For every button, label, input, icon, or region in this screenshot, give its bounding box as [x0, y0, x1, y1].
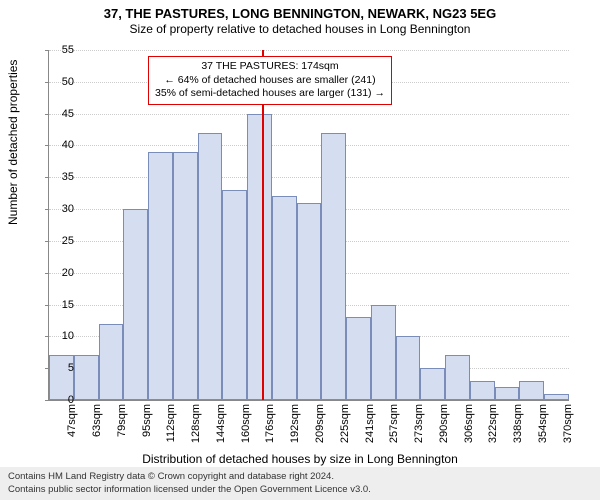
- xtick-label: 47sqm: [66, 404, 78, 452]
- histogram-bar: [544, 394, 569, 400]
- gridline: [49, 114, 569, 115]
- xtick-label: 209sqm: [314, 404, 326, 452]
- xtick-label: 290sqm: [438, 404, 450, 452]
- xtick-label: 306sqm: [463, 404, 475, 452]
- histogram-bar: [74, 355, 99, 400]
- xtick-label: 225sqm: [339, 404, 351, 452]
- ytick-label: 25: [46, 235, 74, 247]
- chart-title-main: 37, THE PASTURES, LONG BENNINGTON, NEWAR…: [0, 0, 600, 21]
- ytick-label: 10: [46, 330, 74, 342]
- xtick-label: 338sqm: [512, 404, 524, 452]
- histogram-bar: [396, 336, 421, 400]
- xtick-label: 370sqm: [562, 404, 574, 452]
- histogram-bar: [222, 190, 247, 400]
- xtick-label: 112sqm: [165, 404, 177, 452]
- xtick-label: 192sqm: [289, 404, 301, 452]
- xtick-label: 354sqm: [537, 404, 549, 452]
- xtick-label: 79sqm: [116, 404, 128, 452]
- histogram-bar: [272, 196, 297, 400]
- ytick-label: 5: [46, 362, 74, 374]
- histogram-bar: [420, 368, 445, 400]
- ytick-label: 20: [46, 267, 74, 279]
- xtick-label: 257sqm: [388, 404, 400, 452]
- histogram-bar: [445, 355, 470, 400]
- histogram-bar: [371, 305, 396, 400]
- xtick-label: 144sqm: [215, 404, 227, 452]
- annotation-line1: 37 THE PASTURES: 174sqm: [155, 60, 385, 74]
- histogram-bar: [495, 387, 520, 400]
- ytick-label: 0: [46, 394, 74, 406]
- histogram-bar: [470, 381, 495, 400]
- histogram-bar: [321, 133, 346, 400]
- chart-title-sub: Size of property relative to detached ho…: [0, 21, 600, 36]
- histogram-bar: [247, 114, 272, 400]
- histogram-bar: [519, 381, 544, 400]
- ytick-label: 35: [46, 171, 74, 183]
- histogram-bar: [99, 324, 124, 400]
- histogram-bar: [346, 317, 371, 400]
- ytick-label: 45: [46, 108, 74, 120]
- gridline: [49, 50, 569, 51]
- annotation-box: 37 THE PASTURES: 174sqm ← 64% of detache…: [148, 56, 392, 105]
- ytick-label: 15: [46, 299, 74, 311]
- annotation-line3: 35% of semi-detached houses are larger (…: [155, 87, 385, 101]
- x-axis-label: Distribution of detached houses by size …: [0, 452, 600, 466]
- footer-line1: Contains HM Land Registry data © Crown c…: [8, 471, 592, 483]
- xtick-label: 176sqm: [264, 404, 276, 452]
- ytick-label: 30: [46, 203, 74, 215]
- histogram-bar: [297, 203, 322, 400]
- ytick-label: 40: [46, 139, 74, 151]
- xtick-label: 160sqm: [240, 404, 252, 452]
- gridline: [49, 177, 569, 178]
- xtick-label: 63sqm: [91, 404, 103, 452]
- gridline: [49, 145, 569, 146]
- ytick-label: 50: [46, 76, 74, 88]
- footer: Contains HM Land Registry data © Crown c…: [0, 467, 600, 500]
- histogram-bar: [173, 152, 198, 400]
- xtick-label: 322sqm: [487, 404, 499, 452]
- footer-line2: Contains public sector information licen…: [8, 484, 592, 496]
- xtick-label: 95sqm: [141, 404, 153, 452]
- xtick-label: 273sqm: [413, 404, 425, 452]
- xtick-label: 241sqm: [364, 404, 376, 452]
- ytick-label: 55: [46, 44, 74, 56]
- annotation-line2: ← 64% of detached houses are smaller (24…: [155, 74, 385, 88]
- histogram-bar: [148, 152, 173, 400]
- xtick-label: 128sqm: [190, 404, 202, 452]
- histogram-bar: [198, 133, 223, 400]
- y-axis-label: Number of detached properties: [6, 60, 20, 225]
- chart-area: 47sqm63sqm79sqm95sqm112sqm128sqm144sqm16…: [48, 50, 568, 400]
- chart-container: 37, THE PASTURES, LONG BENNINGTON, NEWAR…: [0, 0, 600, 500]
- histogram-bar: [123, 209, 148, 400]
